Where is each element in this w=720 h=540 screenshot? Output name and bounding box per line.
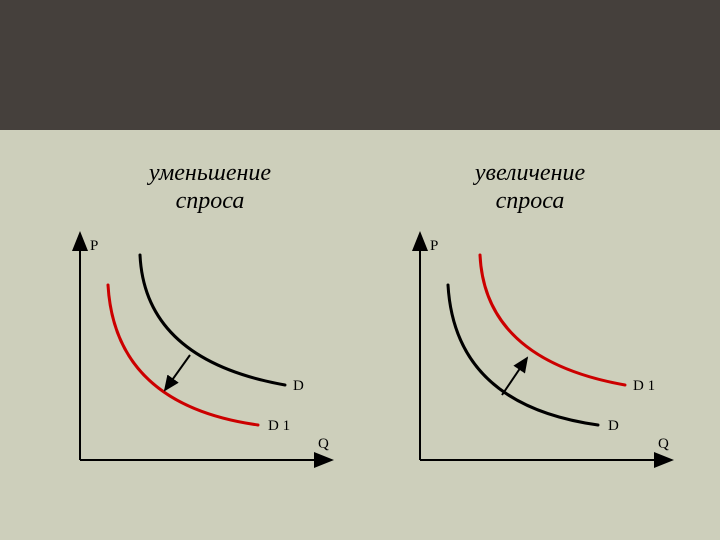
d-curve-label: D — [608, 418, 619, 434]
title-bar — [0, 0, 720, 130]
x-axis-label: Q — [658, 436, 669, 452]
title-right-line2: спроса — [496, 188, 565, 214]
right-demand-chart: P Q D D 1 — [400, 230, 700, 490]
title-left-line2: спроса — [176, 188, 245, 214]
y-axis-label: P — [430, 238, 438, 254]
y-axis-label: P — [90, 238, 98, 254]
slide: уменьшение спроса увеличение спроса — [0, 0, 720, 540]
right-chart-title: увеличение спроса — [420, 160, 640, 215]
x-axis-label: Q — [318, 436, 329, 452]
main-content: уменьшение спроса увеличение спроса — [0, 130, 720, 540]
left-chart-title: уменьшение спроса — [100, 160, 320, 215]
left-demand-chart: P Q D D 1 — [60, 230, 360, 490]
demand-curve-d1 — [108, 285, 258, 425]
title-left-line1: уменьшение — [149, 160, 271, 186]
d-curve-label: D — [293, 378, 304, 394]
demand-curve-d — [448, 285, 598, 425]
demand-curve-d — [140, 255, 285, 385]
d1-curve-label: D 1 — [633, 378, 655, 394]
demand-curve-d1 — [480, 255, 625, 385]
title-right-line1: увеличение — [475, 160, 585, 186]
shift-arrow — [502, 358, 527, 395]
d1-curve-label: D 1 — [268, 418, 290, 434]
shift-arrow — [165, 355, 190, 390]
